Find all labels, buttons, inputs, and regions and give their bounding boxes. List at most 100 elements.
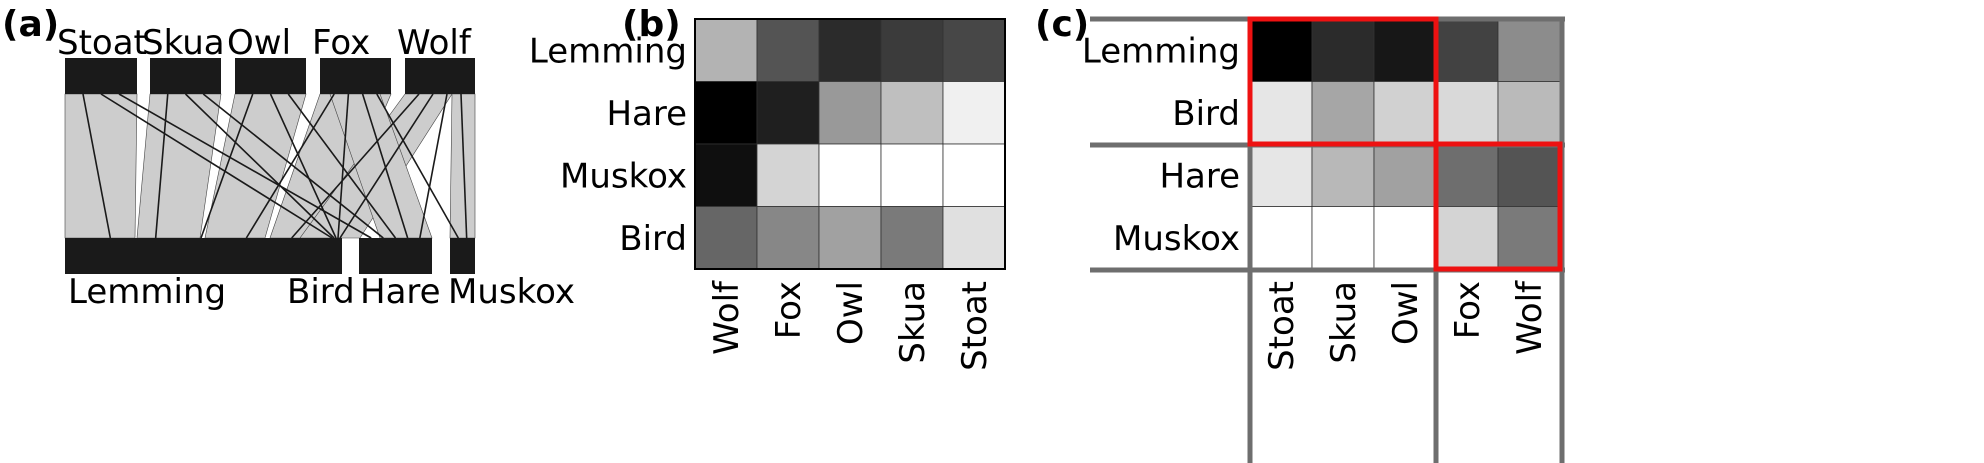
c-col-label-fox: Fox bbox=[1448, 281, 1488, 339]
b-row-label-muskox: Muskox bbox=[560, 156, 687, 196]
a-link-owl-bird bbox=[269, 93, 337, 239]
a-label-wolf: Wolf bbox=[397, 23, 472, 63]
c-cell-muskox-skua bbox=[1311, 206, 1375, 270]
b-row-label-lemming: Lemming bbox=[529, 31, 687, 71]
c-row-label-bird: Bird bbox=[1172, 94, 1240, 134]
b-cell-hare-wolf bbox=[694, 81, 758, 145]
a-node-lemming bbox=[65, 238, 337, 274]
c-module-box-2 bbox=[1433, 141, 1563, 272]
c-cell-hare-skua bbox=[1311, 143, 1375, 207]
a-label-owl: Owl bbox=[227, 23, 291, 63]
a-label-fox: Fox bbox=[312, 23, 370, 63]
a-label-skua: Skua bbox=[142, 23, 225, 63]
a-node-wolf bbox=[405, 58, 475, 94]
b-cell-muskox-fox bbox=[756, 143, 820, 207]
panel-b-label: (b) bbox=[622, 4, 681, 45]
c-column-labels: Stoat Skua Owl Fox Wolf bbox=[1262, 280, 1550, 371]
b-cell-muskox-stoat bbox=[942, 143, 1006, 207]
a-link-skua-lemming bbox=[154, 93, 169, 239]
c-row-label-muskox: Muskox bbox=[1113, 219, 1240, 259]
a-link-wolf-bird bbox=[339, 93, 434, 239]
a-interaction-lines bbox=[82, 93, 468, 239]
b-col-label-skua: Skua bbox=[893, 281, 933, 364]
c-cell-hare-wolf bbox=[1497, 143, 1561, 207]
b-col-label-owl: Owl bbox=[831, 281, 871, 345]
a-label-muskox: Muskox bbox=[448, 272, 575, 312]
panel-a-label: (a) bbox=[2, 4, 59, 45]
panel-b-heatmap: (b) Lemming Hare Muskox Bird Wolf Fox Owl Skua… bbox=[529, 4, 1006, 371]
b-cell-lemming-owl bbox=[818, 18, 882, 82]
b-row-label-bird: Bird bbox=[619, 219, 687, 259]
b-cell-muskox-owl bbox=[818, 143, 882, 207]
b-cell-bird-fox bbox=[756, 206, 820, 270]
c-cell-bird-stoat bbox=[1249, 81, 1313, 145]
a-link-fox-lemming bbox=[245, 93, 335, 239]
c-cell-lemming-fox bbox=[1435, 18, 1499, 82]
c-row-labels: Lemming Bird Hare Muskox bbox=[1082, 31, 1240, 259]
a-node-bird bbox=[330, 238, 342, 274]
a-node-skua bbox=[150, 58, 221, 94]
a-interaction-bands bbox=[64, 93, 476, 239]
b-cell-bird-stoat bbox=[942, 206, 1006, 270]
a-link-wolf-muskox bbox=[460, 93, 468, 239]
b-row-label-hare: Hare bbox=[606, 94, 687, 134]
b-col-label-stoat: Stoat bbox=[955, 281, 995, 371]
c-module-boxes bbox=[1247, 16, 1563, 272]
b-cell-lemming-skua bbox=[880, 18, 944, 82]
a-node-muskox bbox=[450, 238, 475, 274]
c-cell-lemming-wolf bbox=[1497, 18, 1561, 82]
a-link-owl-hare bbox=[287, 93, 397, 239]
a-node-hare bbox=[359, 238, 432, 274]
b-cell-lemming-wolf bbox=[694, 18, 758, 82]
a-node-owl bbox=[235, 58, 306, 94]
b-cell-hare-fox bbox=[756, 81, 820, 145]
b-cell-lemming-fox bbox=[756, 18, 820, 82]
a-link-stoat-bird bbox=[100, 93, 333, 239]
a-link-fox-muskox bbox=[376, 93, 460, 239]
a-label-bird: Bird bbox=[287, 272, 355, 312]
b-cell-hare-owl bbox=[818, 81, 882, 145]
a-label-stoat: Stoat bbox=[57, 23, 147, 63]
b-col-label-wolf: Wolf bbox=[707, 280, 747, 355]
a-link-wolf-hare bbox=[419, 93, 448, 239]
c-cell-lemming-stoat bbox=[1249, 18, 1313, 82]
c-cell-muskox-fox bbox=[1435, 206, 1499, 270]
b-column-labels: Wolf Fox Owl Skua Stoat bbox=[707, 280, 995, 371]
a-label-lemming: Lemming bbox=[68, 272, 226, 312]
panel-c-modular-heatmap: (c) Lemming Bird Hare Muskox Stoat Skua Owl Fo… bbox=[1035, 4, 1565, 463]
b-cell-muskox-wolf bbox=[694, 143, 758, 207]
c-cell-bird-skua bbox=[1311, 81, 1375, 145]
b-row-labels: Lemming Hare Muskox Bird bbox=[529, 31, 687, 259]
a-link-skua-hare bbox=[202, 93, 384, 239]
a-link-stoat-lemming bbox=[82, 93, 112, 239]
c-cell-muskox-wolf bbox=[1497, 206, 1561, 270]
b-heatmap-frame bbox=[694, 18, 1006, 270]
b-cell-hare-stoat bbox=[942, 81, 1006, 145]
c-module-box-1 bbox=[1247, 16, 1439, 147]
c-cell-muskox-stoat bbox=[1249, 206, 1313, 270]
c-cell-lemming-owl bbox=[1373, 18, 1437, 82]
c-col-label-skua: Skua bbox=[1324, 281, 1364, 364]
c-cell-muskox-owl bbox=[1373, 206, 1437, 270]
a-link-fox-hare bbox=[361, 93, 409, 239]
c-cell-bird-owl bbox=[1373, 81, 1437, 145]
c-col-label-wolf: Wolf bbox=[1510, 280, 1550, 355]
a-link-owl-lemming bbox=[200, 93, 254, 239]
a-link-wolf-lemming bbox=[291, 93, 420, 239]
a-link-stoat-hare bbox=[118, 93, 372, 239]
a-link-fox-bird bbox=[337, 93, 350, 239]
c-col-label-stoat: Stoat bbox=[1262, 281, 1302, 371]
a-node-stoat bbox=[65, 58, 137, 94]
panel-c-label: (c) bbox=[1035, 4, 1089, 45]
b-cell-hare-skua bbox=[880, 81, 944, 145]
b-cell-lemming-stoat bbox=[942, 18, 1006, 82]
a-label-hare: Hare bbox=[360, 272, 441, 312]
c-cell-lemming-skua bbox=[1311, 18, 1375, 82]
b-cell-bird-wolf bbox=[694, 206, 758, 270]
b-heatmap-cells bbox=[694, 18, 1006, 270]
b-cell-muskox-skua bbox=[880, 143, 944, 207]
b-col-label-fox: Fox bbox=[769, 281, 809, 339]
